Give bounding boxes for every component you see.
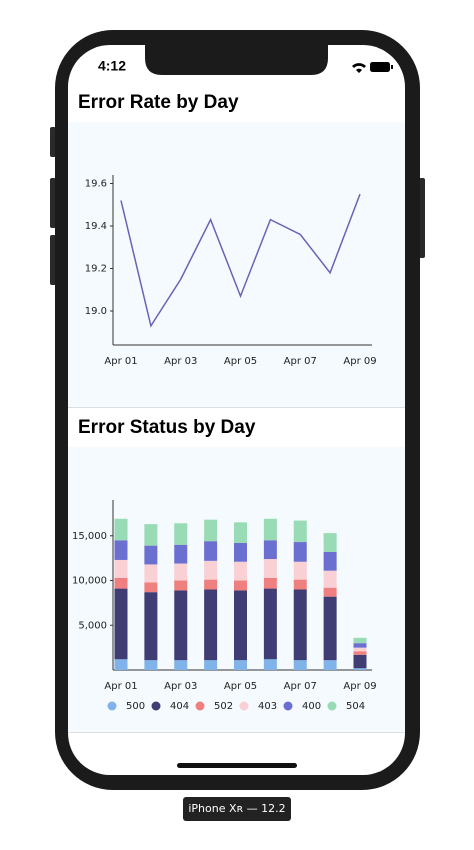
bar-segment [174, 660, 188, 670]
legend-marker [239, 701, 249, 711]
side-button [50, 178, 56, 228]
bar-segment [353, 637, 367, 644]
side-button [419, 178, 425, 258]
bar-segment [204, 579, 218, 590]
bar-segment [144, 564, 158, 583]
bar-segment [263, 540, 277, 560]
bar-segment [174, 544, 188, 564]
status-icons [352, 62, 393, 73]
bar-segment [323, 551, 337, 571]
bar-segment [323, 533, 337, 552]
bar-segment [293, 660, 307, 670]
x-tick-label: Apr 07 [284, 356, 317, 367]
x-tick-label: Apr 05 [224, 681, 257, 692]
y-tick-label: 15,000 [72, 531, 107, 542]
device-label-box [183, 797, 291, 821]
bar-segment [323, 570, 337, 588]
bar-segment [293, 579, 307, 590]
bar-segment [323, 660, 337, 670]
legend-marker [107, 701, 117, 711]
bar-segment [353, 643, 367, 648]
bar-segment [234, 522, 247, 543]
y-tick-label: 10,000 [72, 576, 107, 587]
chart-panel [68, 122, 405, 407]
legend-marker [195, 701, 205, 711]
legend-marker [327, 701, 337, 711]
y-tick-label: 19.6 [85, 179, 107, 190]
y-tick-label: 19.0 [85, 306, 107, 317]
home-indicator [177, 763, 297, 768]
x-tick-label: Apr 03 [164, 356, 197, 367]
chart-title: Error Status by Day [78, 417, 256, 438]
bar-segment [204, 541, 218, 561]
bar-segment [234, 561, 247, 581]
bar-segment [174, 523, 188, 545]
legend-label: 502 [214, 701, 233, 712]
bar-segment [234, 580, 247, 591]
legend-label: 500 [126, 701, 145, 712]
bar-segment [174, 590, 188, 661]
x-tick-label: Apr 01 [104, 356, 137, 367]
bar-segment [114, 540, 128, 560]
bar-segment [263, 588, 277, 660]
bar-segment [144, 660, 158, 670]
x-tick-label: Apr 03 [164, 681, 197, 692]
bar-segment [174, 563, 188, 581]
side-button [50, 235, 56, 285]
status-time: 4:12 [98, 58, 126, 74]
bar-segment [144, 545, 158, 565]
bar-segment [234, 542, 247, 562]
bar-segment [114, 518, 128, 541]
notch [145, 45, 328, 75]
bar-segment [353, 651, 367, 655]
bar-segment [263, 577, 277, 589]
bar-segment [263, 518, 277, 541]
bar-segment [353, 654, 367, 669]
bar-segment [204, 560, 218, 580]
bar-segment [114, 559, 128, 578]
bar-segment [263, 659, 277, 670]
y-tick-label: 19.4 [85, 221, 107, 232]
bar-segment [234, 660, 247, 670]
bar-segment [144, 524, 158, 546]
legend-label: 400 [302, 701, 321, 712]
x-tick-label: Apr 05 [224, 356, 257, 367]
bar-segment [114, 659, 128, 670]
bar-segment [234, 590, 247, 661]
bar-segment [323, 596, 337, 661]
bar-segment [114, 588, 128, 660]
bar-segment [263, 559, 277, 578]
bar-segment [323, 587, 337, 597]
bar-segment [353, 668, 367, 670]
x-tick-label: Apr 09 [343, 356, 376, 367]
legend-marker [151, 701, 161, 711]
legend-label: 403 [258, 701, 277, 712]
y-tick-label: 19.2 [85, 264, 107, 275]
bar-segment [293, 589, 307, 661]
bar-segment [144, 592, 158, 661]
bar-segment [174, 580, 188, 591]
bar-segment [353, 647, 367, 652]
legend-label: 404 [170, 701, 189, 712]
bar-segment [204, 589, 218, 661]
bar-segment [293, 520, 307, 543]
bar-segment [114, 577, 128, 589]
y-tick-label: 5,000 [78, 620, 107, 631]
device-label: iPhone Xʀ — 12.2 [188, 802, 285, 815]
bar-segment [204, 519, 218, 542]
bar-segment [144, 582, 158, 593]
bar-segment [204, 660, 218, 670]
bar-segment [293, 542, 307, 562]
legend-marker [283, 701, 293, 711]
x-tick-label: Apr 07 [284, 681, 317, 692]
line [120, 193, 361, 328]
x-tick-label: Apr 09 [343, 681, 376, 692]
legend-label: 504 [346, 701, 365, 712]
chart-title: Error Rate by Day [78, 92, 239, 113]
x-tick-label: Apr 01 [104, 681, 137, 692]
bar-segment [293, 561, 307, 580]
side-button [50, 127, 56, 157]
